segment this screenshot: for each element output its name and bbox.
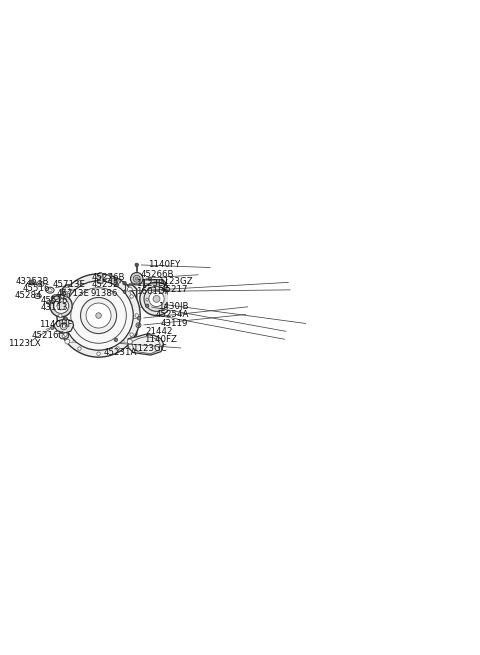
Polygon shape: [53, 319, 73, 333]
Polygon shape: [60, 333, 68, 339]
Text: 1601DF: 1601DF: [136, 287, 169, 296]
Circle shape: [59, 314, 62, 317]
Circle shape: [140, 282, 173, 316]
Circle shape: [78, 281, 81, 284]
Circle shape: [64, 281, 133, 350]
Text: 45284: 45284: [14, 291, 42, 300]
Circle shape: [130, 333, 133, 337]
Circle shape: [131, 272, 143, 285]
Circle shape: [78, 347, 81, 350]
Polygon shape: [62, 285, 137, 339]
Circle shape: [116, 281, 120, 284]
Circle shape: [82, 288, 87, 293]
Circle shape: [109, 274, 112, 277]
Circle shape: [123, 291, 126, 293]
Circle shape: [127, 287, 132, 292]
Text: 45713E: 45713E: [57, 289, 90, 298]
FancyBboxPatch shape: [97, 274, 103, 283]
FancyBboxPatch shape: [114, 279, 120, 282]
Circle shape: [67, 313, 72, 318]
Text: 43113: 43113: [40, 303, 68, 312]
Circle shape: [81, 297, 117, 333]
Circle shape: [114, 338, 118, 341]
Circle shape: [127, 339, 132, 344]
Circle shape: [130, 295, 133, 298]
Text: 43119: 43119: [161, 319, 188, 328]
Circle shape: [135, 263, 138, 267]
Circle shape: [110, 331, 115, 336]
Circle shape: [97, 352, 100, 356]
Circle shape: [86, 303, 111, 328]
Text: 45252: 45252: [92, 280, 119, 290]
Circle shape: [137, 316, 141, 320]
Circle shape: [144, 286, 169, 311]
Circle shape: [82, 331, 87, 336]
Text: 1123GZ: 1123GZ: [158, 277, 193, 286]
Text: 1123LX: 1123LX: [8, 339, 40, 348]
Circle shape: [62, 324, 66, 328]
Circle shape: [64, 317, 67, 320]
Circle shape: [50, 295, 72, 317]
Circle shape: [123, 282, 126, 285]
Text: 45276B: 45276B: [92, 273, 125, 282]
Circle shape: [157, 288, 162, 293]
Text: 1140HF: 1140HF: [39, 320, 72, 329]
Text: 45217: 45217: [160, 285, 188, 293]
Circle shape: [29, 280, 35, 285]
Circle shape: [135, 277, 138, 280]
Text: 91386: 91386: [91, 289, 118, 298]
Circle shape: [57, 274, 140, 357]
Text: 1140FZ: 1140FZ: [144, 335, 177, 345]
Text: 43253B: 43253B: [16, 277, 49, 286]
Text: 45266B: 45266B: [141, 270, 174, 279]
Circle shape: [60, 323, 67, 329]
Text: 1123GC: 1123GC: [132, 344, 166, 352]
Circle shape: [144, 297, 150, 303]
Text: 45254A: 45254A: [156, 310, 189, 319]
Text: 1123LV: 1123LV: [136, 279, 168, 288]
Text: 45216: 45216: [32, 331, 60, 340]
Text: 45516: 45516: [22, 284, 50, 293]
Circle shape: [153, 295, 160, 303]
Circle shape: [62, 334, 66, 338]
Text: 21442: 21442: [145, 327, 173, 336]
Text: 45516: 45516: [40, 297, 68, 305]
Circle shape: [160, 298, 163, 301]
Circle shape: [116, 347, 120, 350]
Circle shape: [147, 288, 152, 293]
Text: 1430JB: 1430JB: [157, 302, 188, 311]
Circle shape: [159, 297, 165, 303]
Circle shape: [135, 314, 138, 317]
Circle shape: [98, 272, 103, 277]
Circle shape: [65, 339, 70, 344]
Circle shape: [97, 276, 100, 279]
Text: 45713E: 45713E: [53, 280, 86, 290]
Circle shape: [149, 291, 164, 307]
Circle shape: [96, 312, 101, 318]
Circle shape: [110, 288, 115, 293]
Circle shape: [133, 275, 140, 282]
Text: 1140FY: 1140FY: [148, 260, 180, 269]
Circle shape: [51, 326, 54, 329]
Polygon shape: [132, 337, 160, 354]
Polygon shape: [128, 334, 164, 355]
Circle shape: [146, 298, 148, 301]
Circle shape: [64, 295, 67, 298]
Circle shape: [114, 282, 118, 286]
Text: 45231A: 45231A: [104, 348, 137, 357]
Circle shape: [53, 298, 69, 314]
Circle shape: [148, 277, 152, 280]
Circle shape: [127, 313, 132, 318]
Polygon shape: [144, 280, 166, 303]
Circle shape: [145, 304, 149, 308]
Circle shape: [65, 287, 70, 292]
Circle shape: [64, 333, 67, 337]
Circle shape: [57, 302, 65, 310]
